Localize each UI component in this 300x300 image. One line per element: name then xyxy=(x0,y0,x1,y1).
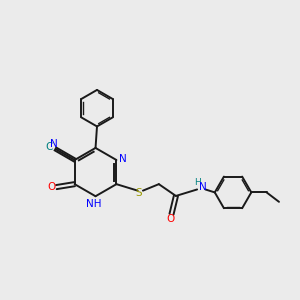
Text: S: S xyxy=(136,188,142,198)
Text: O: O xyxy=(47,182,55,192)
Text: N: N xyxy=(119,154,127,164)
Text: N: N xyxy=(50,139,58,149)
Text: C: C xyxy=(45,142,53,152)
Text: NH: NH xyxy=(86,199,102,209)
Text: O: O xyxy=(166,214,174,224)
Text: H: H xyxy=(194,178,201,188)
Text: N: N xyxy=(199,182,206,191)
